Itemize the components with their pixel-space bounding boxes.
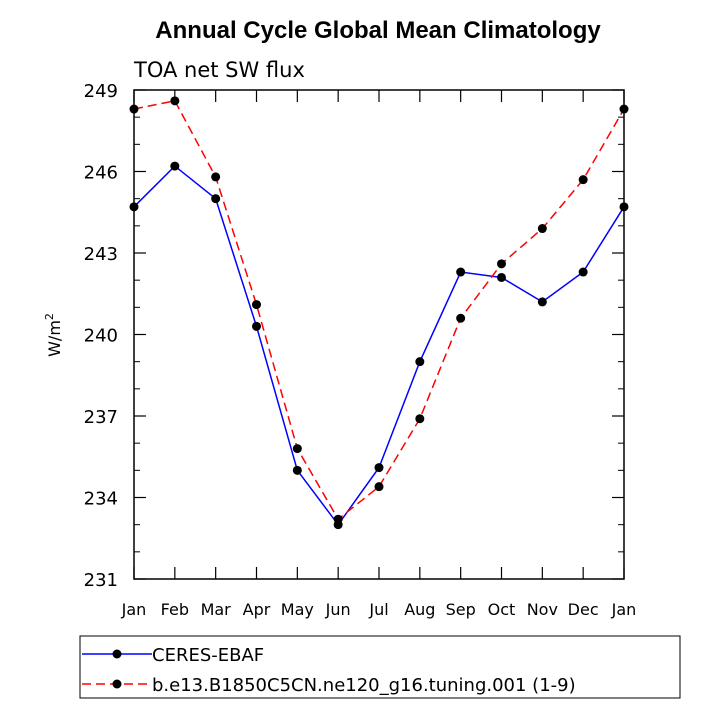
series-1-point: [537, 297, 547, 307]
legend-marker-2: [112, 679, 122, 689]
y-tick-label: 231: [84, 570, 118, 591]
series-1-point: [252, 321, 261, 331]
x-tick-label: Feb: [161, 600, 189, 619]
legend-label-1: CERES-EBAF: [152, 645, 264, 666]
series-1-point: [619, 202, 629, 212]
series-2-point: [129, 104, 139, 114]
y-axis-ticks: 231 234 237 240 243 246 249: [84, 81, 624, 591]
series-1-point: [211, 194, 221, 204]
legend-label-2: b.e13.B1850C5CN.ne120_g16.tuning.001 (1-…: [152, 675, 576, 696]
x-tick-label: Jan: [611, 600, 637, 619]
y-tick-label: 234: [84, 489, 118, 510]
y-axis-label: W/m2: [43, 313, 64, 357]
series-2-point: [292, 444, 302, 454]
series-2-point: [415, 414, 425, 424]
y-tick-label: 249: [84, 81, 118, 102]
x-tick-label: Jun: [325, 600, 351, 619]
x-tick-label: Mar: [201, 600, 232, 619]
y-tick-label: 243: [84, 244, 118, 265]
x-tick-label: Jan: [121, 600, 147, 619]
series-2-point: [170, 96, 180, 106]
series-2-point: [211, 172, 221, 182]
series-2-point: [252, 300, 261, 310]
y-tick-label: 246: [84, 163, 118, 184]
series-1-point: [374, 463, 384, 473]
series-2-point: [374, 482, 384, 492]
series-2-point: [619, 104, 629, 114]
x-tick-label: Apr: [243, 600, 271, 619]
legend-marker-1: [112, 649, 122, 659]
y-axis-label-text: W/m: [45, 320, 64, 357]
x-tick-label: Oct: [488, 600, 516, 619]
series-2-point: [497, 259, 506, 269]
series-line-2: [133, 100, 625, 521]
x-tick-label: Dec: [568, 600, 599, 619]
y-tick-label: 240: [84, 326, 118, 347]
legend-frame: [79, 635, 681, 699]
chart-subtitle: TOA net SW flux: [133, 58, 305, 82]
series-1-point: [497, 272, 506, 282]
series-2-point: [537, 224, 547, 234]
y-axis-label-superscript: 2: [43, 313, 56, 320]
series-1-point: [415, 357, 425, 367]
plot-area: 231 234 237 240 243 246 249 Jan Feb Mar Apr May Jun…: [84, 81, 637, 619]
x-axis-ticks: Jan Feb Mar Apr May Jun Jul Aug Sep Oct Nov Dec Jan: [121, 90, 637, 619]
series-1-point: [456, 267, 466, 277]
series-2-point: [333, 514, 343, 524]
x-tick-label: Aug: [404, 600, 435, 619]
series-1-point: [578, 267, 588, 277]
x-tick-label: May: [281, 600, 314, 619]
x-tick-label: Sep: [446, 600, 476, 619]
series-layer: [129, 96, 629, 530]
x-tick-label: Nov: [527, 600, 558, 619]
series-2-point: [456, 313, 466, 323]
legend-items: CERES-EBAF b.e13.B1850C5CN.ne120_g16.tuni…: [82, 645, 576, 696]
plot-frame: [133, 89, 625, 580]
series-1-point: [170, 161, 180, 171]
legend: CERES-EBAF b.e13.B1850C5CN.ne120_g16.tuni…: [79, 635, 681, 699]
chart-title: Annual Cycle Global Mean Climatology: [155, 17, 601, 44]
y-tick-label: 237: [84, 407, 118, 428]
series-1-point: [292, 465, 302, 475]
x-tick-label: Jul: [368, 600, 388, 619]
series-1-point: [129, 202, 139, 212]
series-2-point: [578, 175, 588, 185]
